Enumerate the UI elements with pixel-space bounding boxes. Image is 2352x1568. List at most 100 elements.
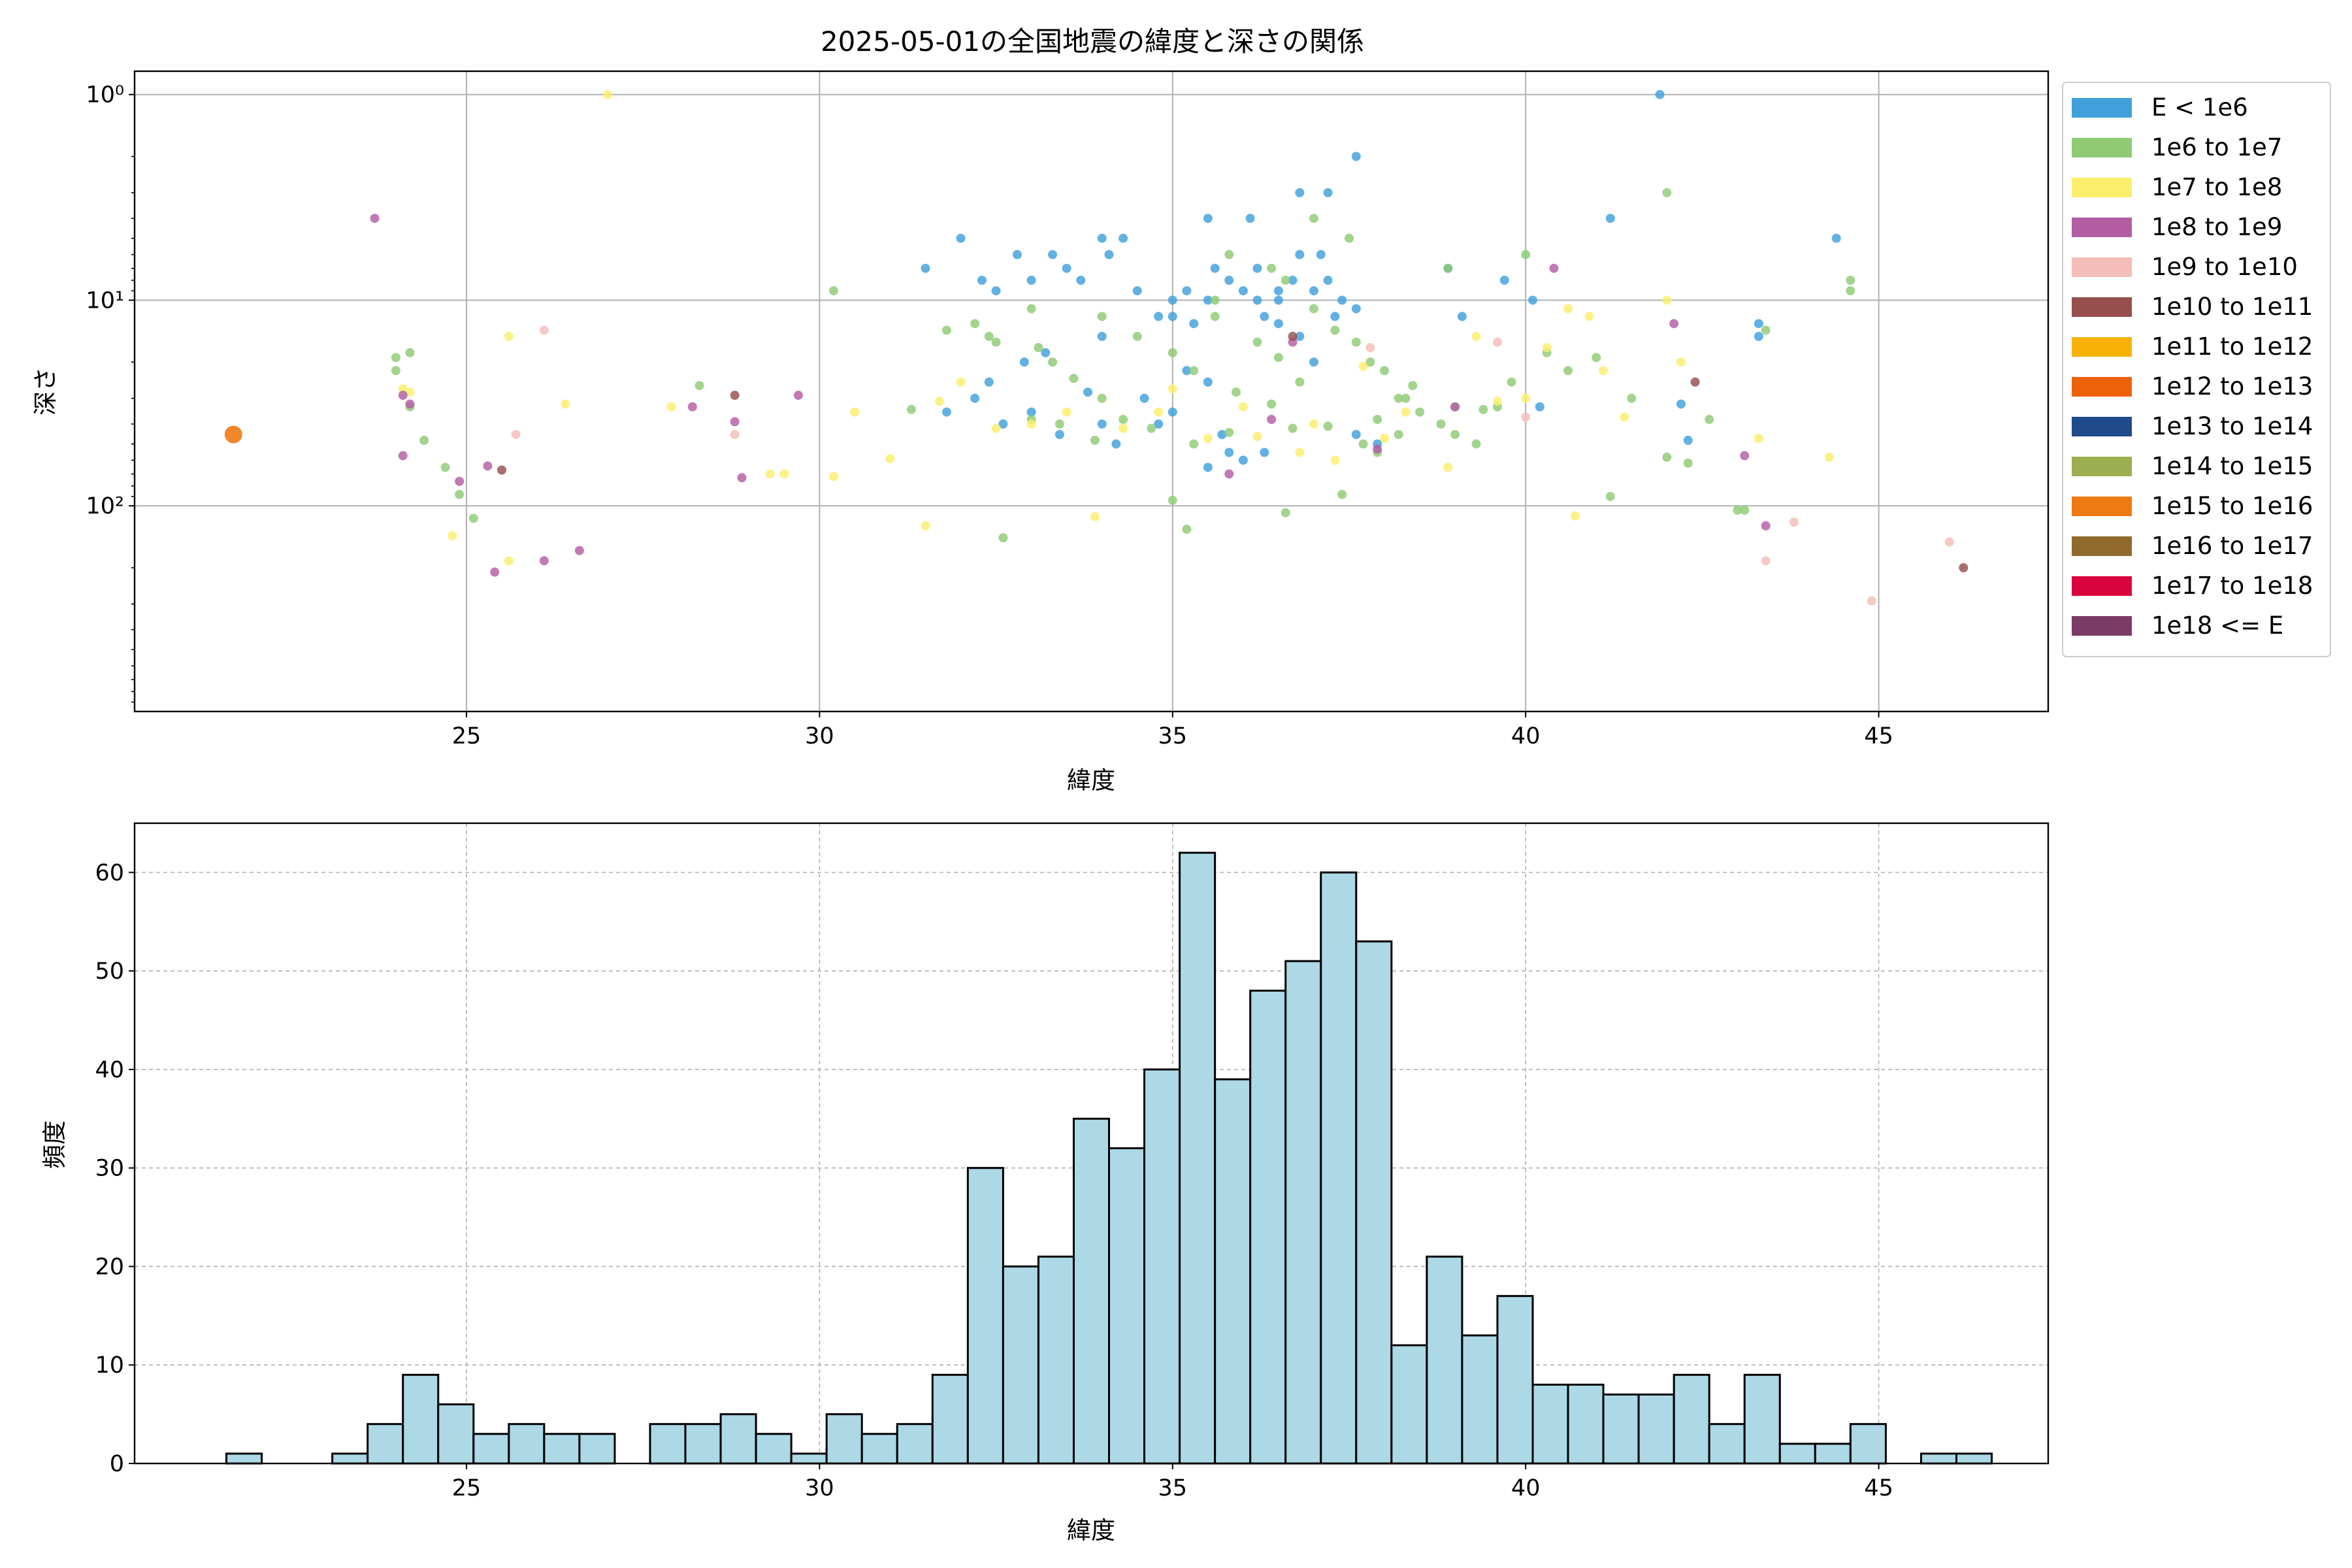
scatter-point (1147, 423, 1156, 433)
scatter-point (1203, 214, 1213, 223)
scatter-point (1542, 343, 1552, 353)
scatter-point (1097, 233, 1107, 243)
scatter-point (1959, 563, 1968, 572)
scatter-point (1252, 295, 1262, 305)
scatter-point (1323, 275, 1333, 285)
scatter-point (1076, 275, 1086, 285)
scatter-point (1295, 448, 1305, 457)
scatter-point (455, 476, 465, 486)
scatter-point (398, 391, 408, 400)
scatter-point (1761, 325, 1771, 335)
scatter-point (1733, 505, 1742, 515)
scatter-point (687, 402, 697, 412)
scatter-point (1662, 295, 1672, 305)
scatter-point (1330, 455, 1340, 465)
scatter-point (1655, 90, 1665, 99)
histogram-bar (860, 1433, 898, 1465)
histogram-bar (1673, 1373, 1710, 1465)
scatter-point (1471, 439, 1481, 449)
scatter-point (1288, 275, 1298, 285)
histogram-bar (1108, 1147, 1146, 1465)
scatter-point (1662, 452, 1672, 462)
scatter-y-tick-label: 10⁰ (86, 82, 124, 108)
scatter-point (1210, 263, 1220, 273)
scatter-x-tick-label: 25 (452, 723, 482, 749)
scatter-point (1267, 414, 1277, 424)
legend-swatch (2072, 616, 2132, 636)
scatter-point (1048, 357, 1058, 367)
histogram-bar (1778, 1443, 1816, 1465)
scatter-point (1754, 319, 1763, 329)
scatter-point (1669, 319, 1679, 329)
histogram-x-tick-label: 45 (1864, 1475, 1893, 1501)
scatter-point (1281, 508, 1290, 517)
scatter-point (448, 531, 457, 541)
scatter-point (1450, 430, 1460, 440)
legend-label: 1e11 to 1e12 (2151, 333, 2313, 361)
scatter-point (1069, 374, 1079, 384)
scatter-y-tick-label: 10¹ (86, 287, 124, 314)
scatter-point (224, 425, 242, 444)
scatter-point (1754, 434, 1763, 444)
scatter-point (1168, 312, 1177, 321)
scatter-point (1471, 331, 1481, 341)
histogram-bar (1072, 1117, 1111, 1465)
histogram-y-label: 頻度 (41, 1120, 69, 1169)
scatter-point (1521, 412, 1531, 422)
scatter-point (1330, 312, 1340, 321)
scatter-point (850, 407, 860, 417)
scatter-point (935, 397, 945, 406)
histogram-bar (331, 1452, 369, 1465)
legend-label: 1e16 to 1e17 (2151, 532, 2313, 560)
legend-label: 1e9 to 1e10 (2151, 253, 2298, 281)
scatter-point (1401, 407, 1411, 417)
scatter-point (1111, 439, 1121, 449)
legend-label: 1e14 to 1e15 (2151, 452, 2313, 480)
scatter-point (1846, 286, 1855, 296)
scatter-point (1189, 319, 1199, 329)
histogram-bar (1637, 1393, 1675, 1465)
histogram-bar (1496, 1295, 1534, 1465)
scatter-point (1944, 537, 1954, 547)
histogram-bars (225, 851, 1993, 1465)
scatter-point (1252, 263, 1262, 273)
scatter-point (1295, 377, 1305, 387)
legend-label: 1e15 to 1e16 (2151, 492, 2313, 520)
scatter-point (1026, 275, 1036, 285)
scatter-point (1492, 397, 1502, 406)
scatter-point (1563, 304, 1573, 314)
scatter-point (1478, 404, 1488, 414)
scatter-point (1210, 312, 1220, 321)
scatter-point (1203, 434, 1213, 444)
histogram-y-ticks: 0 10 20 30 40 50 60 (95, 860, 135, 1477)
histogram-bar (367, 1423, 404, 1465)
scatter-gridlines (135, 71, 2048, 711)
scatter-point (1267, 399, 1277, 409)
histogram-bar (1955, 1452, 1993, 1465)
scatter-point (1288, 423, 1298, 433)
histogram-bar (437, 1403, 475, 1465)
scatter-point (1019, 357, 1029, 367)
scatter-point (1344, 233, 1354, 243)
scatter-point (1238, 455, 1248, 465)
scatter-point (1119, 414, 1128, 424)
histogram-bar (649, 1423, 687, 1465)
scatter-point (991, 286, 1001, 296)
histogram-x-tick-label: 30 (805, 1475, 834, 1501)
scatter-point (1232, 387, 1241, 397)
legend-label: 1e6 to 1e7 (2151, 133, 2282, 161)
histogram-bar (543, 1433, 581, 1465)
scatter-point (941, 407, 951, 417)
scatter-point (970, 319, 980, 329)
scatter-point (1203, 295, 1213, 305)
histogram-panel: 25 30 35 40 45 0 10 20 30 40 50 60 緯度 頻度 (41, 822, 2050, 1544)
scatter-point (1415, 407, 1425, 417)
scatter-point (1365, 343, 1375, 353)
scatter-point (1549, 263, 1559, 273)
scatter-point (1224, 428, 1234, 438)
histogram-bar (1567, 1383, 1605, 1465)
scatter-point (561, 399, 570, 409)
histogram-bar (1531, 1383, 1569, 1465)
scatter-point (1761, 556, 1771, 566)
scatter-point (1054, 419, 1064, 429)
